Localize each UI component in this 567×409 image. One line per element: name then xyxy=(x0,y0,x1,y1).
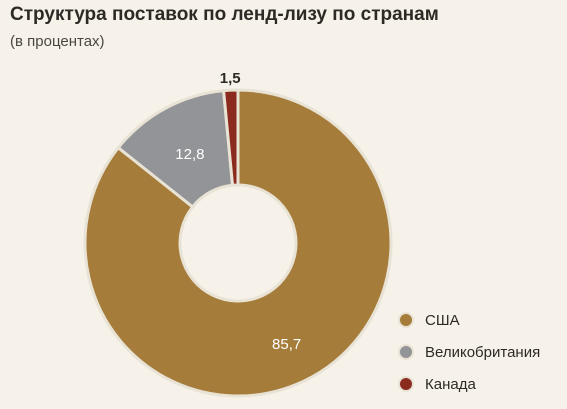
legend-item-uk: Великобритания xyxy=(398,336,540,368)
slice-canada xyxy=(221,88,240,187)
value-label-uk: 12,8 xyxy=(175,146,204,163)
legend: США Великобритания Канада xyxy=(398,304,540,400)
chart-title: Структура поставок по ленд-лизу по стран… xyxy=(10,4,439,25)
legend-label-uk: Великобритания xyxy=(425,343,541,361)
value-label-canada: 1,5 xyxy=(220,70,241,87)
legend-label-usa: США xyxy=(425,311,460,329)
legend-item-usa: США xyxy=(398,304,540,336)
legend-swatch-canada xyxy=(398,376,414,392)
legend-label-canada: Канада xyxy=(425,375,476,393)
slice-usa xyxy=(83,88,393,398)
legend-swatch-usa xyxy=(398,312,414,328)
value-label-usa: 85,7 xyxy=(272,336,301,353)
legend-swatch-uk xyxy=(398,344,414,360)
legend-item-canada: Канада xyxy=(398,368,540,400)
chart-subtitle: (в процентах) xyxy=(10,33,105,50)
